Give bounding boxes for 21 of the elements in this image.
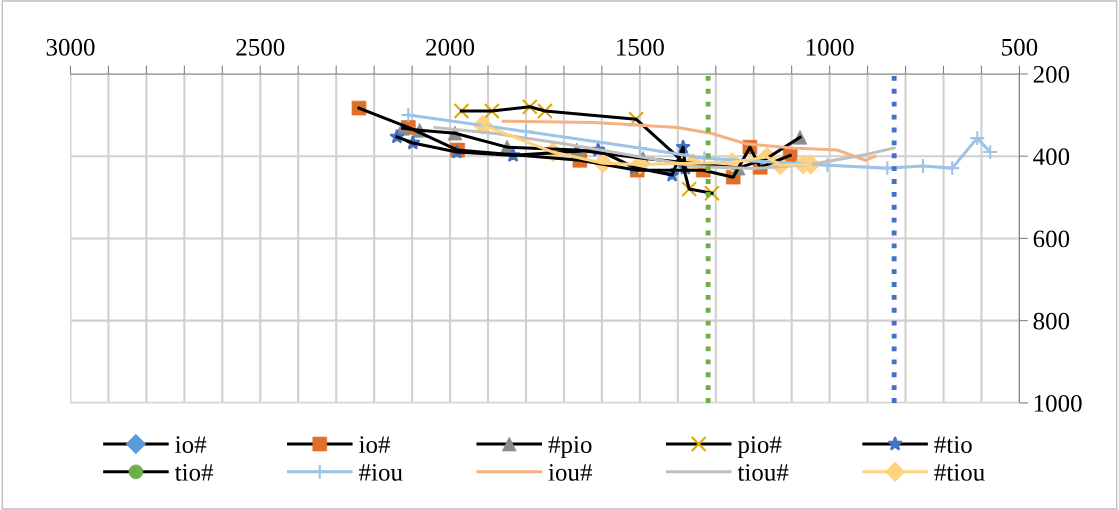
- legend-label: pio#: [737, 436, 782, 459]
- legend-label: #iou: [359, 464, 403, 481]
- y-tick-label: 600: [1033, 230, 1070, 248]
- legend-label: tio#: [174, 464, 214, 481]
- legend-label: io#: [175, 436, 207, 454]
- legend-label: iou#: [548, 464, 592, 481]
- x-tick-label: 3000: [46, 38, 95, 56]
- x-tick-label: 2000: [426, 38, 475, 56]
- y-tick-label: 400: [1033, 148, 1070, 166]
- legend-label: #tio: [934, 436, 972, 454]
- y-tick-label: 800: [1033, 312, 1070, 330]
- x-tick-label: 2500: [236, 38, 285, 56]
- legend-label: #pio: [548, 436, 592, 459]
- legend-label: io#: [359, 436, 391, 454]
- x-tick-label: 1000: [806, 38, 854, 56]
- y-tick-label: 1000: [1034, 394, 1082, 412]
- y-tick-label: 200: [1033, 66, 1070, 83]
- x-tick-label: 500: [1002, 38, 1038, 56]
- legend-label: tiou#: [737, 464, 789, 481]
- legend-label: #tiou: [934, 464, 985, 481]
- x-tick-label: 1500: [617, 38, 664, 56]
